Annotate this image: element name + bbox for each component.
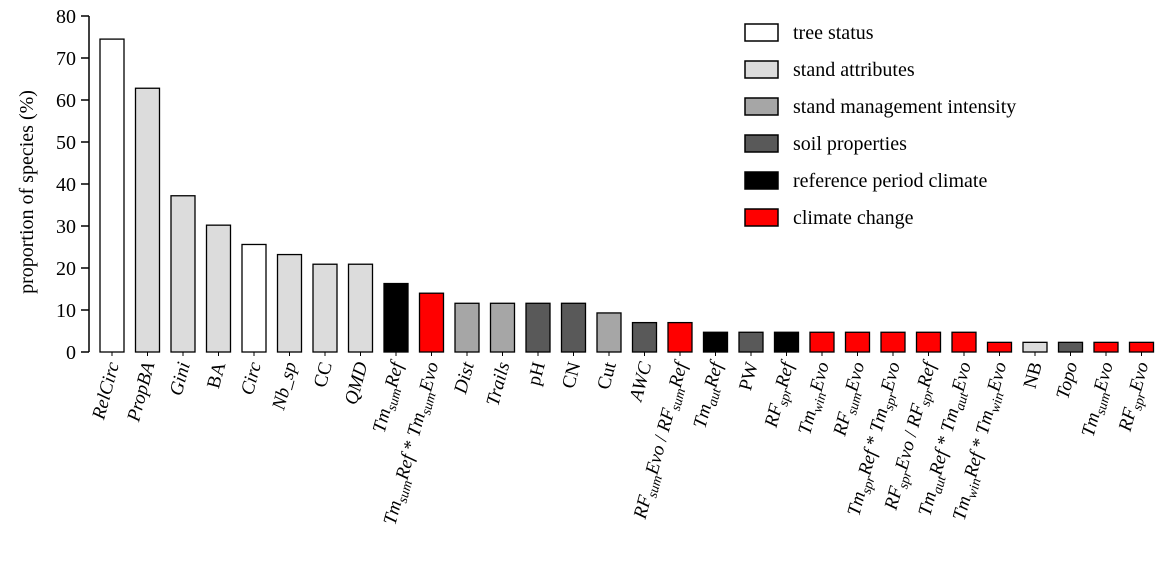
y-axis-label: proportion of species (%) <box>16 90 38 294</box>
x-tick-label: NB <box>1020 360 1047 391</box>
bar <box>347 263 374 353</box>
x-tick-label: PropBA <box>123 359 159 424</box>
y-axis: 0 10 20 30 40 50 60 70 80 <box>56 6 90 364</box>
x-tick-label: BA <box>203 360 230 391</box>
bar <box>1128 341 1155 353</box>
bar <box>1057 341 1084 353</box>
x-tick-label: QMD <box>341 360 373 407</box>
y-tick-label: 0 <box>66 342 76 364</box>
x-tick-label: AWC <box>625 360 656 406</box>
legend-swatch <box>744 97 779 116</box>
bar <box>560 302 587 353</box>
legend-swatch <box>744 134 779 153</box>
legend-swatch <box>744 23 779 42</box>
bar <box>312 263 338 353</box>
bar <box>915 331 942 353</box>
y-tick-label: 80 <box>56 6 76 28</box>
bar <box>170 195 196 353</box>
bar <box>454 302 480 353</box>
bar <box>631 321 658 353</box>
bar <box>383 282 409 353</box>
x-tick-label: pH <box>524 360 550 388</box>
bar <box>1022 341 1048 353</box>
x-tick-label: RFsprEvo <box>1114 360 1157 436</box>
bar <box>99 38 125 353</box>
bar <box>809 331 835 353</box>
x-tick-label: Cut <box>593 359 621 392</box>
x-tick-label: PW <box>735 360 763 393</box>
legend-label: stand attributes <box>793 59 915 81</box>
x-tick-label: Trails <box>483 360 515 408</box>
x-tick-label: RFsprRef <box>761 357 803 431</box>
bar <box>951 331 977 353</box>
legend-swatch <box>744 208 779 227</box>
legend-swatch <box>744 171 779 190</box>
bar <box>134 87 161 353</box>
bar <box>418 292 445 353</box>
legend: tree status stand attributes stand managem… <box>744 22 1016 229</box>
bar <box>596 312 622 353</box>
bar <box>844 331 871 353</box>
x-tick-label: Gini <box>166 360 195 398</box>
y-tick-label: 70 <box>56 48 76 70</box>
bar <box>205 224 232 353</box>
bars <box>99 38 1155 356</box>
legend-label: tree status <box>793 22 874 44</box>
legend-swatch <box>744 60 779 79</box>
x-tick-label: TmautRef <box>690 357 732 431</box>
bar <box>986 341 1013 353</box>
bar <box>738 331 764 353</box>
y-tick-label: 10 <box>56 300 76 322</box>
legend-label: climate change <box>793 207 914 229</box>
x-tick-label: Nb_sp <box>268 360 301 413</box>
x-tick-label: Topo <box>1052 360 1082 401</box>
bar <box>241 243 267 353</box>
legend-label: reference period climate <box>793 170 987 192</box>
bar <box>773 331 800 353</box>
y-tick-label: 20 <box>56 258 76 280</box>
bar <box>489 302 516 353</box>
bar <box>880 331 906 353</box>
x-tick-label: RelCirc <box>88 359 124 422</box>
x-tick-label: Dist <box>450 359 479 397</box>
y-tick-label: 60 <box>56 90 76 112</box>
legend-label: stand management intensity <box>793 96 1016 118</box>
x-axis-labels: RelCirc PropBA Gini BA Circ Nb_sp CC QMDTmsumRe… <box>88 357 1157 527</box>
legend-label: soil properties <box>793 133 907 155</box>
x-tick-label: CN <box>558 360 585 391</box>
bar <box>702 331 729 353</box>
y-tick-label: 30 <box>56 216 76 238</box>
y-tick-label: 50 <box>56 132 76 154</box>
bar <box>667 321 693 353</box>
y-tick-label: 40 <box>56 174 76 196</box>
x-tick-label: CC <box>310 360 337 390</box>
bar <box>525 302 551 353</box>
bar <box>276 253 303 353</box>
x-tick-label: Circ <box>237 359 266 397</box>
bar <box>1093 341 1119 353</box>
